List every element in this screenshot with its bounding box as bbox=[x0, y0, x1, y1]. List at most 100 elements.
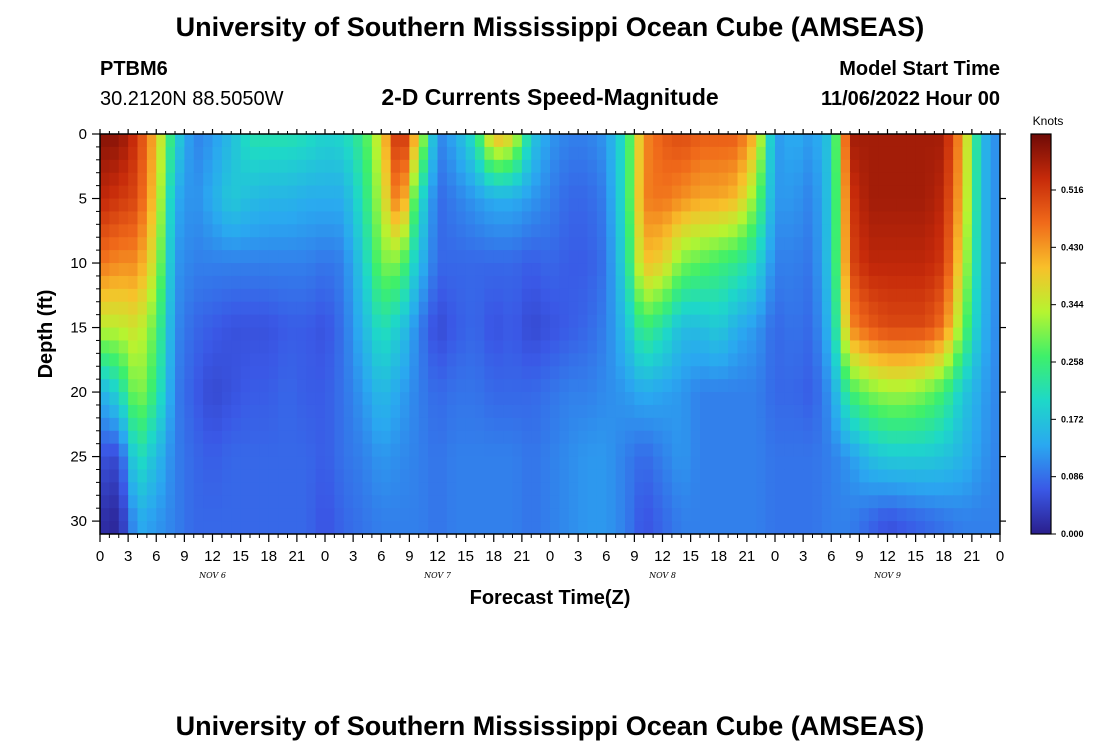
heatmap-cell bbox=[700, 237, 710, 251]
heatmap-cell bbox=[671, 185, 682, 200]
heatmap-cell bbox=[175, 172, 185, 187]
heatmap-cell bbox=[484, 417, 495, 432]
heatmap-cell bbox=[212, 301, 223, 316]
heatmap-cell bbox=[334, 366, 345, 380]
heatmap-cell bbox=[653, 366, 664, 380]
heatmap-cell bbox=[784, 495, 795, 509]
heatmap-cell bbox=[878, 250, 889, 264]
heatmap-cell bbox=[484, 469, 495, 483]
heatmap-cell bbox=[784, 521, 795, 534]
heatmap-cell bbox=[100, 417, 110, 432]
heatmap-cell bbox=[859, 495, 870, 509]
heatmap-cell bbox=[446, 366, 457, 380]
heatmap-cell bbox=[812, 146, 823, 161]
heatmap-cell bbox=[906, 172, 917, 187]
heatmap-cell bbox=[146, 224, 157, 238]
heatmap-cell bbox=[775, 159, 785, 174]
heatmap-cell bbox=[606, 443, 617, 458]
heatmap-cell bbox=[493, 288, 504, 303]
heatmap-cell bbox=[559, 366, 570, 380]
heatmap-cell bbox=[381, 185, 392, 200]
heatmap-cell bbox=[662, 159, 673, 174]
heatmap-cell bbox=[512, 224, 523, 238]
heatmap-cell bbox=[859, 172, 870, 187]
heatmap-cell bbox=[250, 482, 260, 496]
heatmap-cell bbox=[371, 353, 382, 367]
heatmap-cell bbox=[896, 417, 907, 432]
heatmap-cell bbox=[156, 275, 167, 290]
heatmap-cell bbox=[587, 134, 598, 148]
heatmap-cell bbox=[971, 288, 982, 303]
heatmap-cell bbox=[418, 211, 429, 225]
heatmap-cell bbox=[887, 469, 898, 483]
heatmap-cell bbox=[756, 495, 767, 509]
heatmap-cell bbox=[465, 327, 476, 342]
heatmap-cell bbox=[343, 250, 354, 264]
heatmap-cell bbox=[568, 288, 579, 303]
heatmap-cell bbox=[296, 353, 307, 367]
heatmap-cell bbox=[990, 495, 1000, 509]
heatmap-cell bbox=[503, 185, 514, 200]
heatmap-cell bbox=[840, 134, 851, 148]
heatmap-cell bbox=[718, 250, 729, 264]
heatmap-cell bbox=[146, 314, 157, 329]
heatmap-cell bbox=[259, 288, 270, 303]
heatmap-cell bbox=[531, 275, 542, 290]
heatmap-cell bbox=[175, 185, 185, 200]
x-tick-label: 18 bbox=[260, 548, 277, 565]
heatmap-cell bbox=[690, 314, 701, 329]
heatmap-cell bbox=[353, 275, 364, 290]
heatmap-cell bbox=[296, 327, 307, 342]
heatmap-cell bbox=[231, 482, 242, 496]
heatmap-cell bbox=[287, 198, 298, 213]
heatmap-cell bbox=[990, 288, 1000, 303]
heatmap-cell bbox=[287, 146, 298, 161]
heatmap-cell bbox=[381, 508, 392, 522]
heatmap-cell bbox=[259, 469, 270, 483]
heatmap-cell bbox=[643, 159, 654, 174]
heatmap-cell bbox=[146, 288, 157, 303]
heatmap-cell bbox=[437, 443, 448, 458]
heatmap-cell bbox=[146, 263, 157, 277]
heatmap-cell bbox=[128, 146, 139, 161]
heatmap-cell bbox=[137, 366, 148, 380]
heatmap-cell bbox=[484, 224, 495, 238]
heatmap-cell bbox=[193, 237, 204, 251]
heatmap-cell bbox=[718, 198, 729, 213]
heatmap-cell bbox=[625, 301, 635, 316]
heatmap-cell bbox=[250, 211, 260, 225]
heatmap-cell bbox=[718, 508, 729, 522]
heatmap-cell bbox=[287, 172, 298, 187]
heatmap-cell bbox=[925, 404, 935, 419]
heatmap-cell bbox=[700, 469, 710, 483]
heatmap-cell bbox=[765, 404, 776, 419]
heatmap-cell bbox=[840, 314, 851, 329]
heatmap-cell bbox=[456, 521, 467, 534]
heatmap-cell bbox=[887, 146, 898, 161]
heatmap-cell bbox=[550, 482, 560, 496]
heatmap-cell bbox=[540, 366, 551, 380]
heatmap-cell bbox=[728, 366, 739, 380]
heatmap-cell bbox=[306, 417, 317, 432]
heatmap-cell bbox=[512, 275, 523, 290]
heatmap-cell bbox=[784, 263, 795, 277]
heatmap-cell bbox=[587, 314, 598, 329]
heatmap-cell bbox=[221, 353, 232, 367]
heatmap-cell bbox=[578, 275, 589, 290]
heatmap-cell bbox=[493, 198, 504, 213]
heatmap-cell bbox=[531, 211, 542, 225]
heatmap-cell bbox=[596, 250, 607, 264]
heatmap-cell bbox=[268, 301, 279, 316]
heatmap-cell bbox=[203, 482, 214, 496]
heatmap-cell bbox=[981, 404, 992, 419]
heatmap-cell bbox=[475, 392, 485, 406]
heatmap-cell bbox=[615, 327, 626, 342]
heatmap-cell bbox=[428, 379, 439, 393]
heatmap-cell bbox=[137, 417, 148, 432]
heatmap-cell bbox=[203, 353, 214, 367]
heatmap-cell bbox=[559, 146, 570, 161]
heatmap-cell bbox=[250, 301, 260, 316]
heatmap-cell bbox=[175, 404, 185, 419]
heatmap-cell bbox=[165, 404, 176, 419]
heatmap-cell bbox=[803, 275, 814, 290]
